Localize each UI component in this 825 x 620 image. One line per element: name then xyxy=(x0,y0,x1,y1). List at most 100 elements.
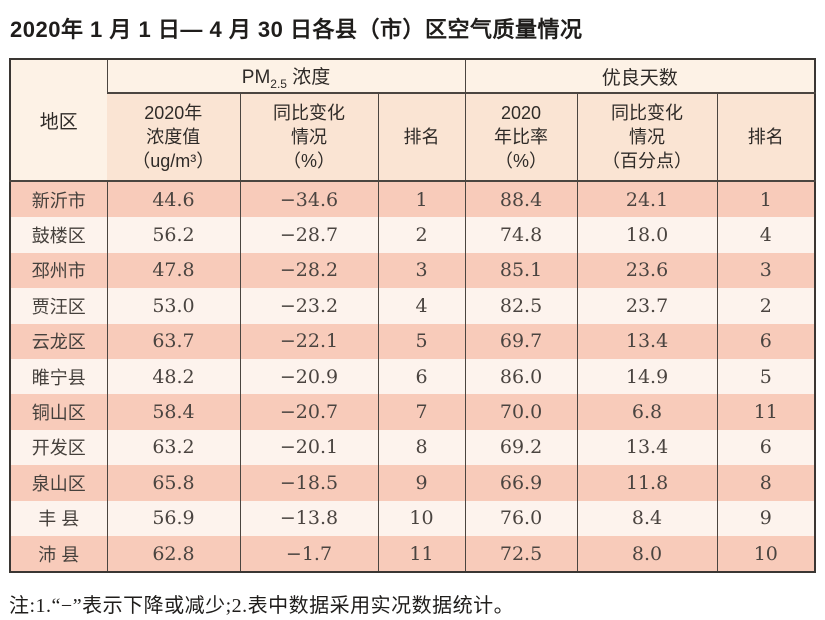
region-cell: 开发区 xyxy=(31,438,86,459)
pm-rank-cell: 2 xyxy=(377,217,466,253)
region-cell: 沛 县 xyxy=(38,544,80,565)
good-change-cell: 8.0 xyxy=(576,535,718,573)
table-row: 贾汪区 53.0 −23.2 4 82.5 23.7 2 xyxy=(10,288,816,324)
table-row: 睢宁县 48.2 −20.9 6 86.0 14.9 5 xyxy=(10,358,816,395)
region-cell: 邳州市 xyxy=(31,261,86,282)
region-cell: 泉山区 xyxy=(31,473,86,494)
pm-change-cell: −20.1 xyxy=(239,429,378,466)
good-rate-cell: 85.1 xyxy=(464,252,578,289)
region-cell: 新沂市 xyxy=(31,190,86,211)
good-change-cell: 11.8 xyxy=(576,465,718,501)
good-change-cell: 13.4 xyxy=(576,429,718,466)
pm-value-cell: 47.8 xyxy=(106,252,240,289)
good-change-cell: 23.7 xyxy=(576,288,718,324)
good-rate-cell: 69.7 xyxy=(464,323,578,359)
pm-rank-cell: 9 xyxy=(377,465,466,501)
good-rate-cell: 70.0 xyxy=(464,394,578,430)
table-row: 丰 县 56.9 −13.8 10 76.0 8.4 9 xyxy=(10,500,816,536)
header-pm25-group: PM2.5 浓度 xyxy=(106,59,466,94)
region-cell: 丰 县 xyxy=(38,509,80,530)
pm-group-suffix: 浓度 xyxy=(286,66,331,88)
pm-rank-cell: 4 xyxy=(377,288,466,324)
good-rate-cell: 74.8 xyxy=(464,217,578,253)
header-good-change: 同比变化 情况 （百分点） xyxy=(576,93,718,182)
pm-rank-cell: 8 xyxy=(377,429,466,466)
good-rate-cell: 88.4 xyxy=(464,181,578,218)
table-row: 沛 县 62.8 −1.7 11 72.5 8.0 10 xyxy=(10,535,816,573)
pm-value-cell: 63.7 xyxy=(106,323,240,359)
header-pm-rank: 排名 xyxy=(377,93,466,182)
good-rate-cell: 86.0 xyxy=(464,358,578,395)
pm-change-cell: −20.7 xyxy=(239,394,378,430)
good-rank-cell: 4 xyxy=(716,217,816,253)
good-change-cell: 8.4 xyxy=(576,500,718,536)
good-rate-cell: 82.5 xyxy=(464,288,578,324)
pm-change-cell: −28.2 xyxy=(239,252,378,289)
good-rate-cell: 66.9 xyxy=(464,465,578,501)
pm-change-cell: −20.9 xyxy=(239,358,378,395)
good-rank-cell: 11 xyxy=(716,394,816,430)
header-good-rank: 排名 xyxy=(716,93,816,182)
pm-rank-cell: 10 xyxy=(377,500,466,536)
pm-change-cell: −1.7 xyxy=(239,535,378,573)
pm-change-cell: −28.7 xyxy=(239,217,378,253)
good-rank-cell: 3 xyxy=(716,252,816,289)
good-change-cell: 14.9 xyxy=(576,358,718,395)
pm-change-cell: −23.2 xyxy=(239,288,378,324)
good-rank-cell: 2 xyxy=(716,288,816,324)
header-gooddays-group: 优良天数 xyxy=(464,59,816,94)
pm-rank-cell: 11 xyxy=(377,535,466,573)
pm-value-cell: 53.0 xyxy=(106,288,240,324)
good-rank-cell: 6 xyxy=(716,429,816,466)
footnote: 注:1.“−”表示下降或减少;2.表中数据采用实况数据统计。 xyxy=(9,595,515,618)
table-row: 邳州市 47.8 −28.2 3 85.1 23.6 3 xyxy=(10,252,816,289)
header-sub-row: 2020年 浓度值 （ug/m³） 同比变化 情况 （%） 排名 2020 年比… xyxy=(10,93,816,182)
pm-value-cell: 56.2 xyxy=(106,217,240,253)
region-cell: 贾汪区 xyxy=(31,296,86,317)
pm-value-cell: 62.8 xyxy=(106,535,240,573)
page-title: 2020年 1 月 1 日— 4 月 30 日各县（市）区空气质量情况 xyxy=(10,17,583,42)
table-row: 新沂市 44.6 −34.6 1 88.4 24.1 1 xyxy=(10,181,816,218)
good-change-cell: 6.8 xyxy=(576,394,718,430)
table-row: 铜山区 58.4 −20.7 7 70.0 6.8 11 xyxy=(10,394,816,430)
air-quality-table: 地区 PM2.5 浓度 优良天数 2020年 浓度值 （ug/m³） 同比变化 … xyxy=(9,58,817,574)
pm-change-cell: −18.5 xyxy=(239,465,378,501)
good-change-cell: 24.1 xyxy=(576,181,718,218)
pm-rank-cell: 3 xyxy=(377,252,466,289)
good-rank-cell: 9 xyxy=(716,500,816,536)
good-rate-cell: 76.0 xyxy=(464,500,578,536)
region-cell: 鼓楼区 xyxy=(31,226,86,247)
pm-value-cell: 48.2 xyxy=(106,358,240,395)
region-cell: 云龙区 xyxy=(31,332,86,353)
pm-change-cell: −22.1 xyxy=(239,323,378,359)
header-pm-change: 同比变化 情况 （%） xyxy=(239,93,378,182)
good-change-cell: 13.4 xyxy=(576,323,718,359)
pm-value-cell: 58.4 xyxy=(106,394,240,430)
header-group-row: 地区 PM2.5 浓度 优良天数 xyxy=(10,59,816,182)
pm-value-cell: 63.2 xyxy=(106,429,240,466)
good-rank-cell: 10 xyxy=(716,535,816,573)
table-row: 泉山区 65.8 −18.5 9 66.9 11.8 8 xyxy=(10,465,816,501)
pm-label: PM xyxy=(241,66,271,88)
pm-subscript: 2.5 xyxy=(270,76,287,91)
pm-value-cell: 44.6 xyxy=(106,181,240,218)
table-row: 开发区 63.2 −20.1 8 69.2 13.4 6 xyxy=(10,429,816,466)
table-row: 云龙区 63.7 −22.1 5 69.7 13.4 6 xyxy=(10,323,816,359)
good-change-cell: 23.6 xyxy=(576,252,718,289)
good-change-cell: 18.0 xyxy=(576,217,718,253)
header-region: 地区 xyxy=(10,59,107,182)
good-rate-cell: 69.2 xyxy=(464,429,578,466)
pm-change-cell: −13.8 xyxy=(239,500,378,536)
good-rank-cell: 5 xyxy=(716,358,816,395)
pm-value-cell: 65.8 xyxy=(106,465,240,501)
pm-rank-cell: 5 xyxy=(377,323,466,359)
region-cell: 睢宁县 xyxy=(31,367,86,388)
pm-change-cell: −34.6 xyxy=(239,181,378,218)
table-row: 鼓楼区 56.2 −28.7 2 74.8 18.0 4 xyxy=(10,217,816,253)
region-cell: 铜山区 xyxy=(31,403,86,424)
good-rate-cell: 72.5 xyxy=(464,535,578,573)
pm-rank-cell: 1 xyxy=(377,181,466,218)
table-body: 新沂市 44.6 −34.6 1 88.4 24.1 1 鼓楼区 56.2 −2… xyxy=(10,181,816,573)
pm-rank-cell: 6 xyxy=(377,358,466,395)
